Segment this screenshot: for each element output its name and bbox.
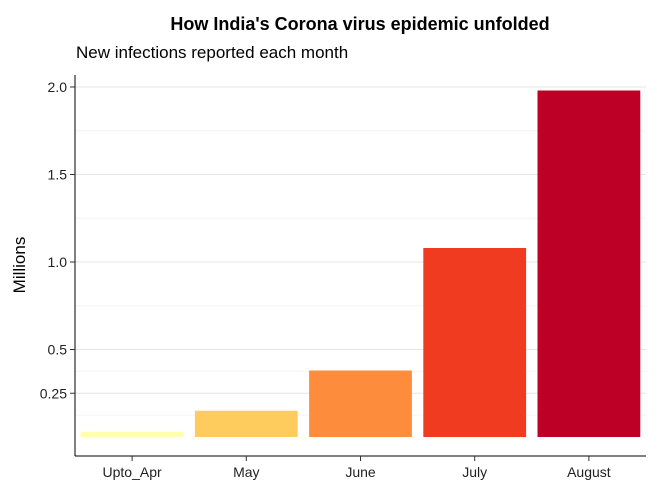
bar-may [194, 410, 298, 437]
y-tick-label: 1.5 [48, 167, 68, 183]
bar-upto-apr [80, 431, 184, 437]
y-tick-label: 0.25 [40, 385, 67, 401]
y-axis-title: Millions [10, 237, 29, 294]
x-tick-label: Upto_Apr [103, 464, 162, 480]
bars [80, 90, 641, 437]
x-tick-label: July [462, 464, 487, 480]
x-tick-label: August [567, 464, 611, 480]
y-tick-label: 2.0 [48, 79, 68, 95]
x-tick-label: June [345, 464, 376, 480]
bar-august [537, 90, 641, 437]
y-tick-label: 1.0 [48, 254, 68, 270]
y-axis-ticks: 0.25 0.5 1.0 1.5 2.0 [40, 79, 75, 401]
bar-july [423, 248, 527, 437]
chart-title: How India's Corona virus epidemic unfold… [170, 14, 550, 34]
x-tick-label: May [233, 464, 259, 480]
y-tick-label: 0.5 [48, 342, 68, 358]
x-axis-ticks: Upto_Apr May June July August [103, 456, 611, 480]
bar-june [309, 370, 412, 437]
chart-subtitle: New infections reported each month [76, 43, 349, 62]
